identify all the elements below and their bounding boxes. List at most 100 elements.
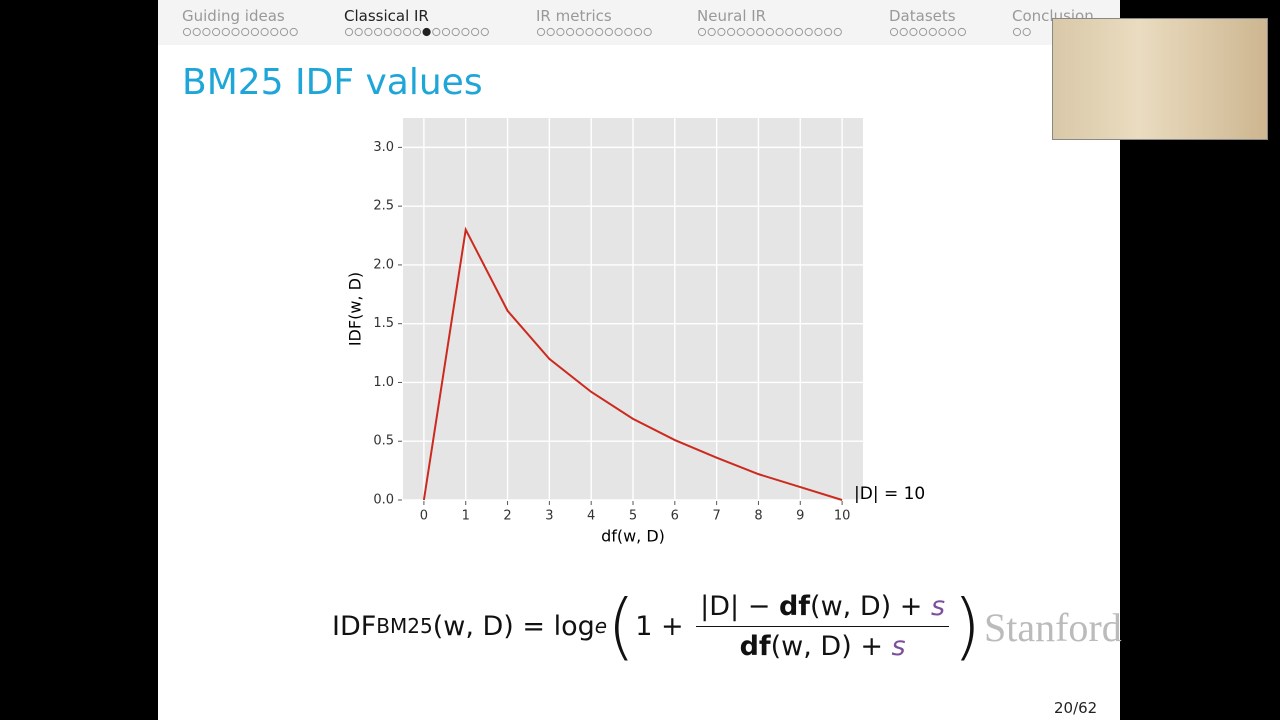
nav-dot (221, 27, 230, 37)
nav-dot (279, 27, 289, 37)
page-number: 20/62 (1054, 699, 1098, 717)
numerator: |D| − df(w, D) + s (696, 590, 950, 627)
x-tick-label: 9 (796, 509, 804, 524)
nav-item[interactable]: Neural IR (697, 7, 845, 37)
x-tick-label: 6 (671, 509, 679, 524)
webcam (1052, 18, 1268, 140)
nav-label: Datasets (889, 7, 956, 25)
num-part: |D| − (700, 590, 779, 622)
nav-dot (364, 27, 373, 37)
formula-sub: BM25 (376, 614, 433, 638)
nav-dot (250, 27, 260, 37)
x-tick-label: 4 (587, 509, 595, 524)
nav-dot (546, 27, 555, 37)
nav-dot (899, 27, 908, 37)
paren: ) (953, 584, 982, 668)
y-tick-label: 1.0 (373, 375, 394, 390)
num-part: df (778, 590, 811, 622)
formula-lhs: IDF (332, 610, 377, 642)
nav-dot (344, 27, 354, 37)
x-axis-label: df(w, D) (601, 527, 665, 546)
nav-dot (889, 27, 899, 37)
nav-dot (624, 27, 633, 37)
nav-dots (182, 27, 298, 37)
formula-args: (w, D) = log (432, 610, 595, 642)
nav-dot (697, 27, 707, 37)
nav-dot (441, 27, 451, 37)
nav-label: IR metrics (536, 7, 612, 25)
nav-label: Guiding ideas (182, 7, 285, 25)
x-tick-label: 3 (545, 509, 553, 524)
nav-dot (270, 27, 279, 37)
nav-dot (604, 27, 614, 37)
nav-dot (260, 27, 269, 37)
num-part: (w, D) + (810, 590, 931, 622)
fraction: |D| − df(w, D) + s df(w, D) + s (696, 590, 950, 662)
y-axis-label: IDF(w, D) (346, 272, 365, 346)
nav-dot (928, 27, 937, 37)
nav-dot (643, 27, 652, 37)
nav-item[interactable]: Classical IR (344, 7, 492, 37)
slide-title: BM25 IDF values (182, 62, 483, 103)
formula-one: 1 + (635, 610, 693, 642)
nav-dot (182, 27, 192, 37)
nav-dot (575, 27, 584, 37)
nav-dot (726, 27, 736, 37)
y-tick-label: 0.5 (373, 434, 394, 449)
logo: Stanford (984, 605, 1122, 650)
den-part: (w, D) + (770, 630, 892, 662)
nav-dot (451, 27, 460, 37)
nav-dot (241, 27, 250, 37)
nav-dot (373, 27, 383, 37)
den-part: df (739, 630, 771, 662)
y-tick-label: 2.5 (373, 199, 394, 214)
nav-dot (211, 27, 221, 37)
nav-dots (344, 27, 489, 37)
nav-dot (536, 27, 546, 37)
nav-label: Neural IR (697, 7, 767, 25)
formula-base: e (594, 614, 608, 638)
formula: IDF BM25 (w, D) = log e (1 + |D| − df(w, D)… (332, 590, 981, 662)
y-tick-label: 2.0 (373, 257, 394, 272)
nav-dot (909, 27, 918, 37)
annotation: |D| = 10 (854, 484, 925, 504)
nav-item[interactable]: IR metrics (536, 7, 654, 37)
nav-dot (556, 27, 565, 37)
x-tick-label: 5 (629, 509, 637, 524)
x-tick-label: 8 (754, 509, 762, 524)
nav-dots (697, 27, 842, 37)
nav-dot (1012, 27, 1022, 37)
nav-dot (1022, 27, 1031, 37)
nav-dot (403, 27, 412, 37)
nav-dot (948, 27, 957, 37)
nav-dot (480, 27, 489, 37)
nav-bar: Guiding ideas Classical IR IR metrics Neura… (158, 0, 1120, 45)
nav-dot (202, 27, 211, 37)
nav-dot (918, 27, 928, 37)
nav-dot (192, 27, 201, 37)
x-tick-label: 2 (503, 509, 511, 524)
nav-dot (289, 27, 298, 37)
x-tick-label: 10 (834, 509, 851, 524)
nav-dot (383, 27, 392, 37)
nav-dot (756, 27, 765, 37)
nav-label: Classical IR (344, 7, 429, 25)
paren: ( (607, 584, 636, 668)
x-tick-label: 0 (420, 509, 428, 524)
nav-dot (231, 27, 240, 37)
nav-item[interactable]: Guiding ideas (182, 7, 300, 37)
nav-dot (585, 27, 594, 37)
nav-dot (775, 27, 784, 37)
den-part: s (891, 630, 906, 662)
nav-dot (633, 27, 643, 37)
nav-dot (354, 27, 363, 37)
nav-dot (432, 27, 441, 37)
x-tick-label: 7 (712, 509, 720, 524)
nav-item[interactable]: Datasets (889, 7, 969, 37)
nav-dot (957, 27, 967, 37)
nav-dot (614, 27, 623, 37)
y-tick-label: 1.5 (373, 316, 394, 331)
nav-dot (595, 27, 604, 37)
